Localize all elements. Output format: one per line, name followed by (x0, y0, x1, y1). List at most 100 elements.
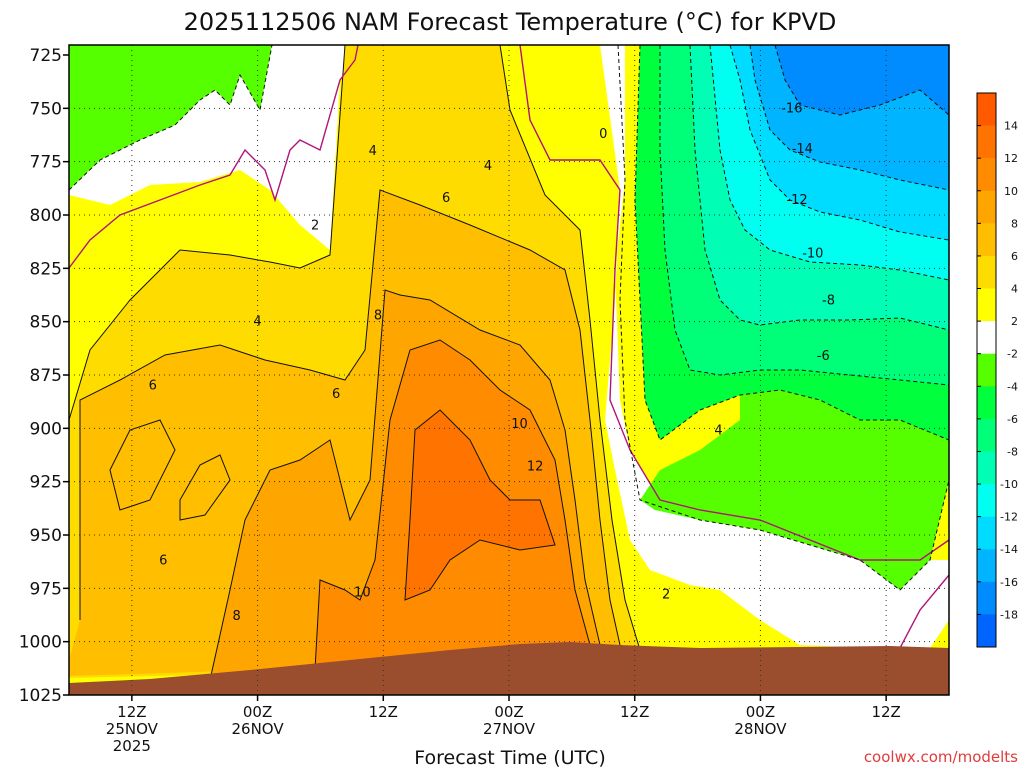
colorbar-swatch (977, 125, 996, 159)
y-tick-label: 1025 (19, 686, 62, 706)
chart-title: 2025112506 NAM Forecast Temperature (°C)… (184, 8, 837, 36)
colorbar-label: -10 (1000, 478, 1018, 491)
y-tick-label: 975 (30, 579, 62, 599)
colorbar-swatch (977, 581, 996, 615)
contour-neg10 (709, 45, 949, 281)
contour-label: 2 (311, 219, 319, 234)
contour-neg8 (689, 45, 949, 331)
fill-neg-upper-left (69, 45, 272, 190)
y-tick-label: 800 (30, 206, 62, 226)
colorbar-swatch (977, 549, 996, 583)
contour-8 (209, 289, 601, 681)
contour-label: -12 (786, 193, 807, 208)
contour-label: 0 (599, 127, 607, 142)
y-tick-label: 950 (30, 526, 62, 546)
y-tick-label: 1000 (19, 633, 62, 653)
contour-neg14 (749, 45, 949, 191)
credit-link[interactable]: coolwx.com/modelts (864, 748, 1018, 766)
colorbar-swatch (977, 451, 996, 485)
y-tick-label: 775 (30, 153, 62, 173)
contour-label: 8 (232, 609, 240, 624)
colorbar-label: 6 (1011, 250, 1018, 263)
colorbar-swatch (977, 255, 996, 290)
contour-label: 4 (714, 423, 722, 438)
x-tick-label: 26NOV (232, 720, 285, 738)
colorbar-label: -14 (1000, 543, 1018, 556)
contour-neg2-upper-left (69, 45, 273, 191)
colorbar-border (976, 92, 997, 648)
x-tick-label: 00Z (746, 703, 775, 721)
contour-label: 4 (369, 144, 377, 159)
colorbar-label: -8 (1007, 445, 1018, 458)
x-tick-label: 12Z (620, 703, 649, 721)
contour-label: 10 (511, 417, 528, 432)
contour-neg4 (634, 45, 949, 441)
contour-label: 4 (484, 159, 492, 174)
contour-neg12 (729, 45, 949, 241)
contour-label: 10 (354, 586, 371, 601)
y-axis: 725 750 775 800 825 850 875 900 925 950 975 1000 102… (19, 46, 69, 706)
contour-label: -16 (781, 101, 802, 116)
x-tick-label: 12Z (369, 703, 398, 721)
y-tick-label: 825 (30, 259, 62, 279)
contour-label: -8 (822, 293, 835, 308)
x-tick-label: 2025 (113, 737, 151, 755)
y-tick-label: 925 (30, 473, 62, 493)
contour-label: -14 (792, 142, 813, 157)
colorbar-label: -2 (1007, 348, 1018, 361)
contour-label: 6 (149, 379, 157, 394)
contour-4-right (499, 45, 641, 651)
contour-label: 6 (159, 554, 167, 569)
x-tick-label: 28NOV (734, 720, 787, 738)
y-tick-label: 900 (30, 419, 62, 439)
y-tick-label: 875 (30, 366, 62, 386)
freezing-line-left (69, 45, 359, 269)
x-tick-label: 25NOV (106, 720, 159, 738)
y-tick-label: 850 (30, 313, 62, 333)
freezing-line (69, 45, 949, 649)
colorbar-swatch (977, 190, 996, 224)
contour-4 (69, 45, 346, 421)
contour-6 (79, 189, 621, 646)
gridlines (69, 45, 949, 695)
freezing-line-surface (899, 574, 949, 649)
colorbar-swatch (977, 386, 996, 420)
contour-labels: 0 2 4 4 4 6 6 6 6 8 8 10 10 12 2 4 -6 -8 -10 -12 -14 -16 (149, 101, 835, 624)
colorbar-swatch (977, 158, 996, 192)
x-tick-label: 00Z (494, 703, 523, 721)
colorbar-label: -16 (1000, 576, 1018, 589)
colorbar: 14 12 10 8 6 4 2 -2 -4 -6 -8 -10 -12 -14 -16 -18 (976, 92, 1018, 648)
y-tick-label: 750 (30, 99, 62, 119)
contour-label: -6 (817, 349, 830, 364)
colorbar-label: -4 (1007, 380, 1018, 393)
colorbar-label: -6 (1007, 413, 1018, 426)
colorbar-swatch (977, 353, 996, 387)
cold-contours (69, 45, 949, 591)
contour-label: 6 (442, 191, 450, 206)
colorbar-swatch (977, 288, 996, 322)
colorbar-swatch (977, 516, 996, 550)
plot-area (69, 45, 949, 695)
contour-neg16 (774, 45, 949, 116)
contour-label: 6 (332, 387, 340, 402)
contour-neg2-right (617, 45, 949, 591)
contour-12 (404, 409, 556, 601)
colorbar-swatch (977, 418, 996, 452)
colorbar-swatch (977, 484, 996, 518)
x-axis-title: Forecast Time (UTC) (414, 747, 605, 768)
contour-neg6 (659, 45, 949, 386)
x-tick-label: 27NOV (483, 720, 536, 738)
contour-label: 4 (253, 315, 261, 330)
colorbar-swatch (977, 223, 996, 257)
contour-4-bubble (179, 454, 231, 521)
colorbar-label: 4 (1011, 283, 1018, 296)
colorbar-label: -18 (1000, 608, 1018, 621)
terrain (69, 642, 949, 695)
colorbar-label: 12 (1004, 152, 1018, 165)
freezing-line-right (519, 45, 949, 561)
colorbar-label: -12 (1000, 511, 1018, 524)
x-tick-label: 12Z (117, 703, 146, 721)
y-tick-label: 725 (30, 46, 62, 66)
